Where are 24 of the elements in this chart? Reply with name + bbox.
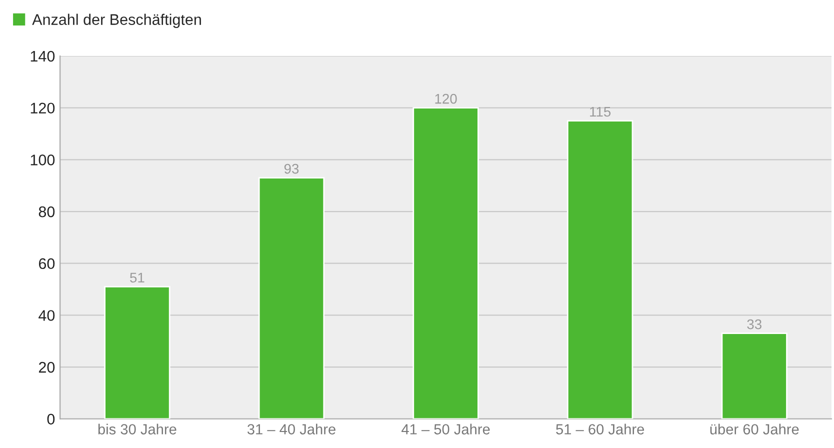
bar (258, 177, 325, 419)
bar (721, 332, 788, 419)
x-tick-label: 51 – 60 Jahre (556, 424, 644, 434)
data-label: 33 (747, 319, 762, 330)
bar (104, 286, 170, 419)
y-tick-label: 140 (30, 50, 55, 62)
y-tick-label: 60 (38, 258, 55, 270)
legend-label: Anzahl der Beschäftigten (32, 14, 201, 28)
x-tick-label: 31 – 40 Jahre (247, 424, 336, 434)
y-tick-label: 0 (47, 414, 55, 425)
data-label: 115 (590, 106, 611, 117)
y-tick-label: 80 (38, 206, 55, 218)
bar (566, 120, 634, 419)
data-label: 93 (284, 164, 299, 174)
data-label: 51 (130, 272, 144, 283)
y-tick-label: 20 (38, 362, 55, 373)
y-tick-label: 120 (30, 102, 55, 114)
y-tick-label: 40 (38, 310, 55, 321)
data-label: 120 (435, 94, 457, 104)
x-tick-label: 41 – 50 Jahre (402, 424, 490, 434)
x-tick-label: bis 30 Jahre (98, 424, 176, 434)
bar (412, 107, 479, 419)
y-tick-label: 100 (30, 154, 55, 166)
x-tick-label: über 60 Jahre (710, 424, 799, 434)
